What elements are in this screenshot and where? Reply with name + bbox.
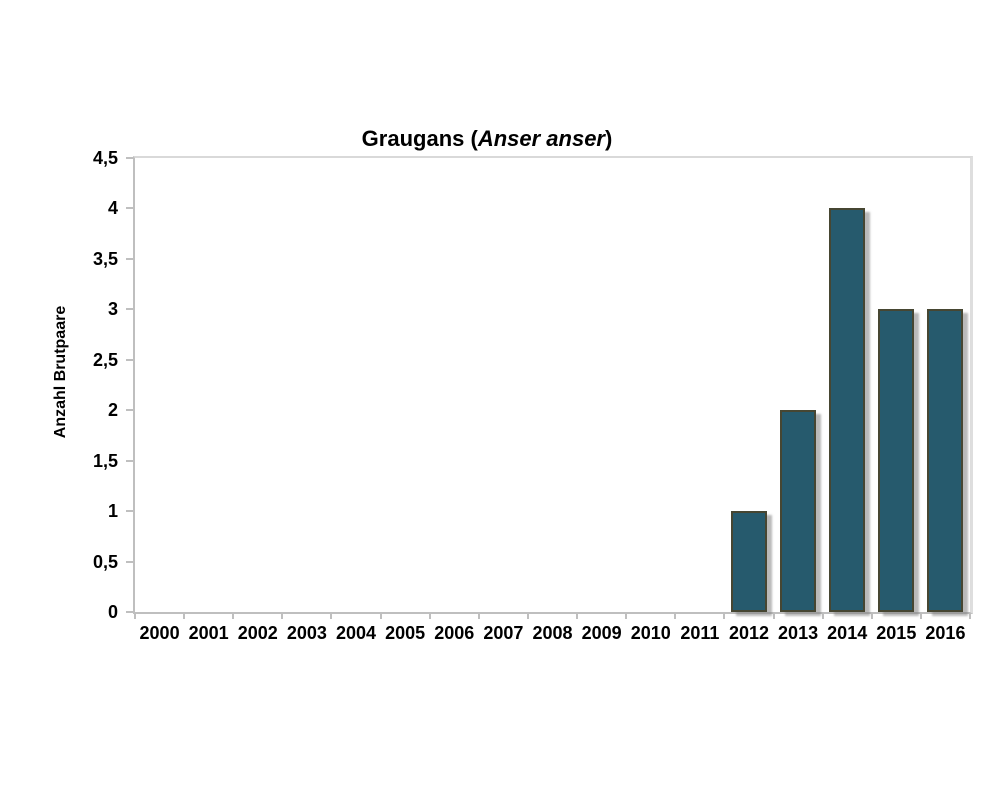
x-tick-mark: [723, 614, 726, 619]
y-tick-mark: [126, 510, 133, 513]
x-tick-label: 2000: [139, 623, 180, 643]
x-tick-label: 2003: [286, 623, 327, 643]
y-tick-label: 4,5: [92, 148, 118, 168]
y-axis-title: Anzahl Brutpaare: [52, 305, 69, 439]
y-tick-mark: [126, 358, 133, 361]
plot-area: 0 0,5 1 1,5 2 2,5 3 3,5 4 4,5 2000 2001 2002 2003 2004…: [93, 148, 973, 643]
x-tick-mark: [379, 614, 382, 619]
x-tick-label: 2012: [728, 623, 769, 643]
y-tick-mark: [126, 409, 133, 412]
x-tick-label: 2011: [680, 623, 720, 643]
x-tick-label: 2002: [237, 623, 278, 643]
x-tick-label: 2014: [827, 623, 868, 643]
x-tick-mark: [477, 614, 480, 619]
chart-title-species: Anser anser: [477, 126, 605, 151]
x-tick-mark: [772, 614, 775, 619]
x-tick-label: 2008: [532, 623, 573, 643]
y-tick-mark: [126, 560, 133, 563]
x-tick-label: 2005: [385, 623, 426, 643]
y-tick-mark: [126, 611, 133, 613]
x-tick-mark: [919, 614, 922, 619]
y-tick-label: 1,5: [92, 450, 118, 471]
y-tick-mark: [126, 308, 133, 311]
x-tick-mark: [330, 614, 333, 619]
x-tick-label: 2013: [778, 623, 819, 643]
x-tick-mark: [674, 614, 677, 619]
x-tick-label: 2004: [335, 623, 377, 643]
x-tick-mark: [232, 614, 235, 619]
y-tick-label: 0: [107, 602, 118, 622]
y-tick-mark: [126, 257, 133, 260]
x-tick-mark: [526, 614, 529, 619]
bar-2015: [878, 309, 915, 612]
y-tick-mark: [126, 207, 133, 210]
x-tick-mark: [870, 614, 873, 619]
x-tick-mark: [281, 614, 284, 619]
x-tick-mark: [969, 614, 971, 619]
bar-2016: [927, 309, 964, 612]
x-tick-label: 2010: [630, 623, 671, 643]
chart-title-suffix: ): [605, 126, 613, 151]
x-tick-mark: [625, 614, 628, 619]
x-tick-label: 2016: [925, 623, 966, 643]
x-tick-mark: [134, 614, 136, 619]
y-tick-label: 2,5: [92, 349, 118, 370]
y-tick-label: 1: [107, 501, 118, 522]
x-tick-mark: [183, 614, 186, 619]
y-tick-label: 2: [107, 400, 118, 421]
chart-title-prefix: Graugans (: [361, 126, 478, 151]
x-tick-mark: [576, 614, 579, 619]
bar-2012: [730, 511, 767, 612]
y-tick-mark: [126, 157, 133, 159]
x-tick-label: 2015: [876, 623, 917, 643]
x-tick-label: 2007: [483, 623, 524, 643]
x-tick-mark: [821, 614, 824, 619]
y-tick-label: 3,5: [92, 248, 118, 269]
y-tick-label: 4: [107, 198, 118, 219]
x-tick-label: 2009: [581, 623, 622, 643]
x-tick-mark: [428, 614, 431, 619]
y-tick-label: 0,5: [92, 551, 118, 572]
x-tick-label: 2006: [434, 623, 475, 643]
bar-2013: [780, 410, 817, 612]
chart-title: Graugans (Anser anser): [0, 126, 974, 152]
x-tick-label: 2001: [188, 623, 229, 643]
y-tick-label: 3: [107, 299, 118, 320]
y-tick-mark: [126, 459, 133, 462]
bar-2014: [829, 208, 866, 612]
